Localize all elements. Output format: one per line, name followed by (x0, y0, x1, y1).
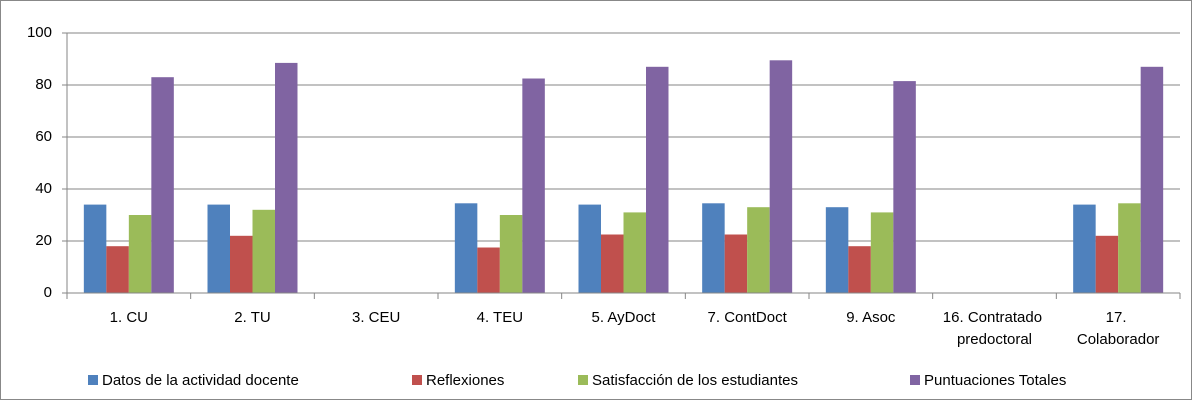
y-tick-label: 20 (35, 232, 52, 249)
bar (275, 62, 298, 294)
x-tick-label: 4. TEU (477, 309, 523, 326)
bar (477, 247, 500, 293)
legend-label: Reflexiones (426, 372, 504, 389)
y-tick-label: 80 (35, 76, 52, 93)
legend-label: Datos de la actividad docente (102, 372, 299, 389)
bar (747, 207, 770, 293)
bar (522, 78, 545, 293)
y-tick-label: 40 (35, 180, 52, 197)
bar (230, 235, 253, 293)
bar (454, 203, 478, 293)
bar (252, 209, 275, 293)
x-tick-label: 17. Colaborador (1077, 309, 1160, 348)
y-tick-label: 60 (35, 128, 52, 145)
x-tick-label: 9. Asoc (846, 309, 896, 326)
bar (1140, 66, 1164, 293)
bar (601, 234, 624, 293)
bar (499, 215, 523, 293)
x-tick-label: 16. Contratado predoctoral (943, 309, 1046, 348)
bar (848, 246, 871, 293)
bar (769, 60, 793, 293)
bar (646, 66, 669, 293)
bar (724, 234, 748, 293)
bar (893, 81, 916, 293)
legend-swatch (578, 375, 588, 385)
bar (1073, 204, 1096, 293)
legend-swatch (910, 375, 920, 385)
x-tick-label: 2. TU (234, 309, 270, 326)
bar (151, 77, 174, 293)
legend-label: Puntuaciones Totales (924, 372, 1066, 389)
x-tick-label: 3. CEU (352, 309, 400, 326)
legend-swatch (412, 375, 422, 385)
bar (1118, 203, 1141, 293)
bar (207, 204, 230, 293)
bar (83, 204, 107, 293)
bar (128, 215, 152, 293)
bar (623, 212, 646, 293)
bar (702, 203, 725, 293)
bar (106, 246, 129, 293)
x-tick-label: 5. AyDoct (592, 309, 657, 326)
legend-swatch (88, 375, 98, 385)
bar (1095, 235, 1119, 293)
x-tick-label: 7. ContDoct (708, 309, 788, 326)
legend-label: Satisfacción de los estudiantes (592, 372, 798, 389)
bar (870, 212, 894, 293)
bar (578, 204, 601, 293)
bar (825, 207, 849, 293)
y-tick-label: 100 (27, 24, 52, 41)
y-tick-label: 0 (44, 284, 52, 301)
x-tick-label: 1. CU (110, 309, 148, 326)
